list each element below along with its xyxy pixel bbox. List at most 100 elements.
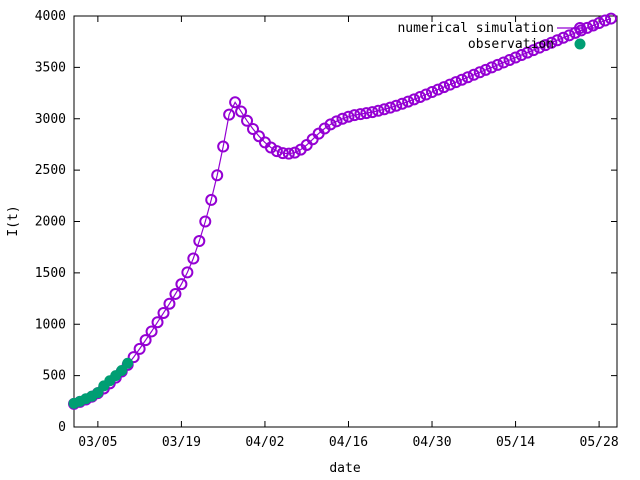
- data-point: [193, 235, 206, 248]
- data-point: [360, 107, 373, 120]
- data-point: [455, 73, 468, 86]
- data-point: [431, 83, 444, 96]
- data-point: [175, 278, 188, 291]
- data-point: [599, 14, 612, 27]
- data-point: [336, 112, 349, 125]
- data-point: [235, 105, 248, 118]
- data-point: [276, 147, 289, 160]
- data-point: [408, 93, 421, 106]
- data-point: [145, 325, 158, 338]
- x-tick-label: 03/05: [78, 435, 117, 450]
- y-tick-label: 4000: [35, 9, 66, 24]
- data-point: [116, 364, 128, 376]
- data-point: [348, 109, 361, 122]
- legend-item: numerical simulation: [397, 21, 600, 36]
- y-tick-label: 1000: [35, 317, 66, 332]
- data-point: [247, 123, 260, 136]
- data-point: [563, 29, 576, 42]
- data-point: [587, 19, 600, 32]
- x-tick-label: 03/19: [162, 435, 201, 450]
- data-point: [181, 266, 194, 279]
- data-point: [396, 97, 409, 110]
- plot-area: [68, 12, 618, 410]
- y-tick-label: 3500: [35, 60, 66, 75]
- data-point: [467, 68, 480, 81]
- data-point: [163, 297, 176, 310]
- data-point: [139, 334, 152, 347]
- data-point: [384, 101, 397, 114]
- data-point: [539, 39, 552, 52]
- data-point: [437, 81, 450, 94]
- data-point: [366, 106, 379, 119]
- x-tick-label: 05/14: [496, 435, 535, 450]
- data-point: [485, 61, 498, 74]
- data-point: [533, 41, 546, 54]
- data-point: [378, 103, 391, 116]
- legend-marker: [574, 22, 586, 34]
- data-point: [354, 108, 367, 121]
- data-point: [342, 110, 355, 123]
- data-point: [372, 104, 385, 117]
- data-point: [497, 56, 510, 69]
- data-point: [127, 351, 140, 364]
- plot-frame: [73, 15, 618, 428]
- data-point: [605, 12, 618, 25]
- data-point: [557, 31, 570, 44]
- data-point: [199, 215, 212, 228]
- data-point: [229, 96, 242, 109]
- data-point: [133, 342, 146, 355]
- x-axis-label: date: [329, 461, 360, 476]
- y-tick-label: 500: [43, 369, 66, 384]
- x-tick-label: 04/30: [412, 435, 451, 450]
- data-point: [330, 115, 343, 128]
- data-point: [420, 88, 433, 101]
- data-point: [157, 306, 170, 319]
- data-point: [169, 287, 182, 300]
- x-tick-label: 04/02: [245, 435, 284, 450]
- data-point: [551, 34, 564, 47]
- data-point: [217, 140, 230, 153]
- data-point: [461, 71, 474, 84]
- x-tick-label: 05/28: [580, 435, 619, 450]
- data-point: [503, 53, 516, 66]
- x-axis: 03/05 03/19 04/02 04/16 04/30 05/14 05/28: [78, 16, 619, 450]
- data-point: [527, 44, 540, 57]
- data-point: [521, 46, 534, 59]
- data-point: [390, 99, 403, 112]
- data-point: [545, 36, 558, 49]
- legend-label: observation: [468, 37, 554, 52]
- y-axis-label: I(t): [6, 205, 21, 236]
- data-point: [264, 141, 277, 154]
- data-point: [491, 58, 504, 71]
- data-point: [443, 78, 456, 91]
- y-tick-label: 0: [58, 420, 66, 435]
- data-point: [509, 51, 522, 64]
- legend-marker: [574, 38, 586, 50]
- data-point: [402, 95, 415, 108]
- data-point: [270, 145, 283, 158]
- data-point: [187, 252, 200, 265]
- y-tick-label: 1500: [35, 266, 66, 281]
- data-point: [122, 357, 134, 369]
- y-axis: 0 500 1000 1500 2000 2500 3000 3500 4000: [35, 9, 617, 435]
- data-point: [515, 49, 528, 62]
- data-point: [288, 146, 301, 159]
- x-tick-label: 04/16: [329, 435, 368, 450]
- data-point: [282, 147, 295, 160]
- series-0: [68, 12, 618, 410]
- data-point: [479, 63, 492, 76]
- data-point: [324, 118, 337, 131]
- data-point: [449, 76, 462, 89]
- data-point: [211, 169, 224, 182]
- y-tick-label: 3000: [35, 112, 66, 127]
- series-line: [73, 18, 612, 405]
- series-1: [68, 357, 134, 409]
- y-tick-label: 2000: [35, 215, 66, 230]
- data-point: [414, 90, 427, 103]
- data-point: [223, 108, 236, 121]
- legend-item: observation: [468, 37, 586, 52]
- data-point: [426, 86, 439, 99]
- data-point: [252, 130, 265, 143]
